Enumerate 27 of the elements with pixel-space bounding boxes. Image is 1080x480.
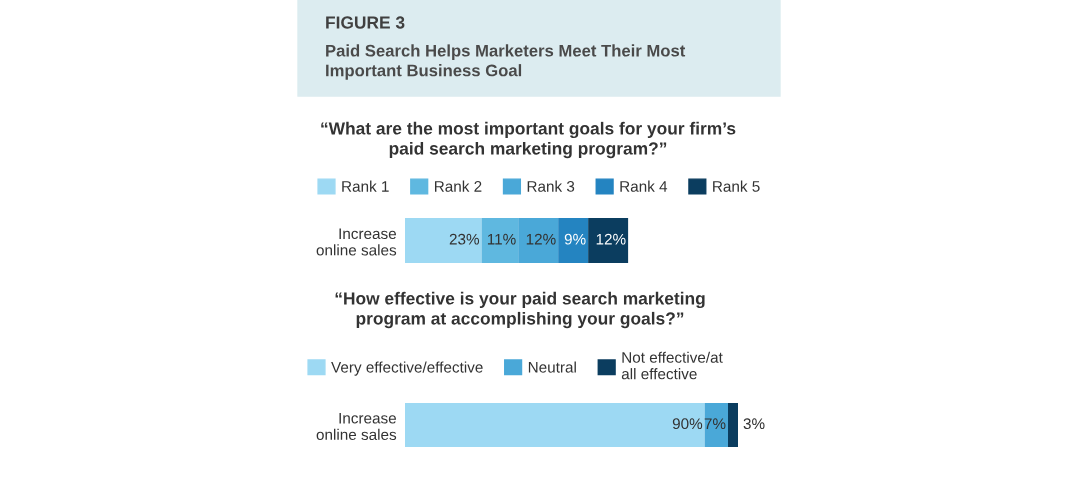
bar [558, 218, 589, 263]
data-label: 12% [596, 233, 626, 245]
bar [481, 218, 519, 263]
bar [405, 218, 482, 263]
bar [588, 218, 629, 263]
text: FIGURE 3 [326, 16, 405, 29]
data-label: 9% [564, 233, 586, 245]
y-tick-label: Increase online sales [316, 228, 397, 256]
bar [518, 218, 559, 263]
legend-label: Not effective/at all effective [621, 351, 723, 380]
legend-label: Rank 3 [527, 180, 575, 192]
text: Paid Search Helps Marketers Meet Their Most Important Business Goal [326, 44, 686, 80]
legend-label: Very effective/effective [331, 361, 483, 376]
data-label: 12% [526, 233, 556, 245]
data-label: 90% [672, 418, 703, 430]
chart-title: “What are the most important goals for your firm’s paid search marketing program?” [321, 121, 736, 159]
chart-title: “How effective is your paid search marketing program at accomplishing your goals?” [335, 291, 705, 329]
data-label: 23% [449, 233, 480, 245]
legend-label: Rank 1 [342, 180, 389, 192]
legend-label: Rank 2 [434, 180, 482, 192]
y-tick-label: Increase online sales [316, 412, 397, 441]
legend-label: Neutral [528, 361, 576, 373]
data-label: 11% [487, 233, 516, 245]
data-label: 7% [704, 418, 726, 430]
data-label: 3% [743, 418, 765, 430]
legend-label: Rank 5 [713, 180, 760, 192]
legend-label: Rank 4 [620, 180, 668, 192]
